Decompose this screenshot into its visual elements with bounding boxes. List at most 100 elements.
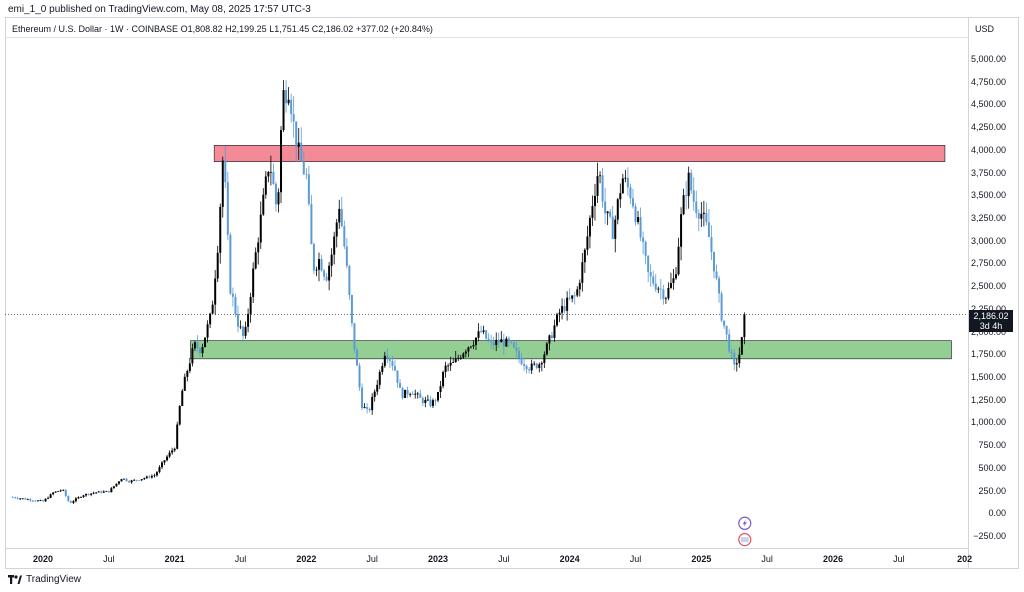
candle-body [102, 491, 105, 493]
header-divider [5, 37, 968, 38]
candle-body [333, 236, 336, 255]
candle-body [64, 489, 67, 496]
time-tick-label: Jul [366, 554, 378, 564]
time-tick-label: 2026 [822, 554, 844, 564]
candle-body [563, 306, 566, 311]
candle-body [67, 495, 70, 502]
candle-body [533, 363, 536, 365]
candle-body [609, 211, 612, 217]
candle-body [682, 195, 685, 215]
candle-body [573, 295, 576, 297]
time-tick-label: 2021 [164, 554, 185, 564]
price-tick-label: 1,750.00 [970, 349, 1006, 360]
symbol-legend[interactable]: Ethereum / U.S. Dollar · 1W · COINBASE O… [12, 24, 433, 34]
candle-body [457, 357, 460, 359]
candle-body [571, 295, 574, 299]
candle-body [280, 130, 283, 193]
candle-body [115, 483, 118, 487]
candle-body [447, 365, 450, 367]
candle-body [11, 496, 14, 498]
candle-body [626, 177, 629, 188]
price-tick-label: 250.00 [978, 485, 1006, 496]
price-tick-label: 3,250.00 [970, 213, 1006, 223]
candle-body [112, 486, 115, 489]
candle-body [659, 288, 662, 290]
candle-body [211, 304, 214, 314]
candle-body [512, 342, 515, 348]
candle-body [388, 358, 391, 362]
candle-body [130, 480, 133, 483]
candle-body [583, 249, 586, 263]
candle-body [558, 312, 561, 315]
candle-body [707, 222, 710, 238]
candle-body [624, 177, 627, 179]
candle-body [487, 338, 490, 341]
candle-body [429, 399, 432, 406]
candle-body [725, 325, 728, 335]
candle-body [300, 142, 303, 162]
candle-body [492, 342, 495, 346]
candle-body [320, 259, 323, 271]
candle-body [401, 387, 404, 398]
price-tick-label: 1,250.00 [970, 394, 1006, 405]
last-price-value: 2,186.02 [973, 311, 1009, 321]
candle-body [168, 452, 171, 457]
candle-body [657, 288, 660, 290]
candle-body [399, 383, 402, 388]
chart-frame [5, 17, 1019, 569]
candle-body [561, 306, 564, 313]
candle-body [97, 491, 100, 493]
candle-body [540, 362, 543, 365]
price-tick-label: 750.00 [978, 440, 1006, 451]
candle-body [606, 211, 609, 214]
candle-body [358, 365, 361, 388]
price-chart[interactable] [5, 38, 968, 548]
candle-body [277, 192, 280, 205]
candle-body [14, 497, 17, 499]
candle-body [500, 339, 503, 343]
candle-body [183, 376, 186, 391]
candle-body [672, 278, 675, 284]
candle-body [730, 351, 733, 353]
candle-body [138, 480, 141, 481]
candle-body [396, 370, 399, 384]
candle-body [44, 498, 47, 502]
candle-body [386, 355, 389, 359]
candle-body [419, 393, 422, 398]
candle-body [297, 142, 300, 147]
candle-body [312, 244, 315, 271]
candle-body [545, 343, 548, 355]
candle-body [231, 293, 234, 297]
candle-body [26, 499, 29, 501]
candle-body [95, 492, 98, 494]
candle-body [631, 198, 634, 207]
candle-body [718, 278, 721, 294]
candle-body [601, 175, 604, 202]
candle-body [100, 491, 103, 493]
candle-body [181, 390, 184, 406]
candle-body [85, 493, 88, 496]
last-price-label: 2,186.02 3d 4h [969, 310, 1013, 332]
price-tick-label: 2,500.00 [970, 281, 1006, 292]
candle-body [340, 208, 343, 227]
candle-body [274, 183, 277, 205]
price-tick-label: −250.00 [973, 531, 1006, 541]
candle-body [214, 278, 217, 305]
candle-body [434, 400, 437, 401]
candle-body [158, 467, 161, 473]
time-tick-label: 2023 [427, 554, 449, 564]
candle-body [467, 347, 470, 352]
candle-body [348, 265, 351, 296]
price-tick-label: 4,750.00 [970, 76, 1006, 87]
footer-brand[interactable]: TradingView [8, 574, 81, 585]
candle-body [125, 478, 128, 482]
candle-body [490, 340, 493, 343]
candle-body [669, 283, 672, 288]
candle-body [287, 99, 290, 104]
candle-body [216, 252, 219, 279]
currency-label[interactable]: USD [975, 24, 995, 34]
ohlc-low: L1,751.45 [269, 24, 310, 34]
candle-body [416, 393, 419, 395]
candle-body [662, 289, 665, 299]
candle-body [196, 342, 199, 349]
